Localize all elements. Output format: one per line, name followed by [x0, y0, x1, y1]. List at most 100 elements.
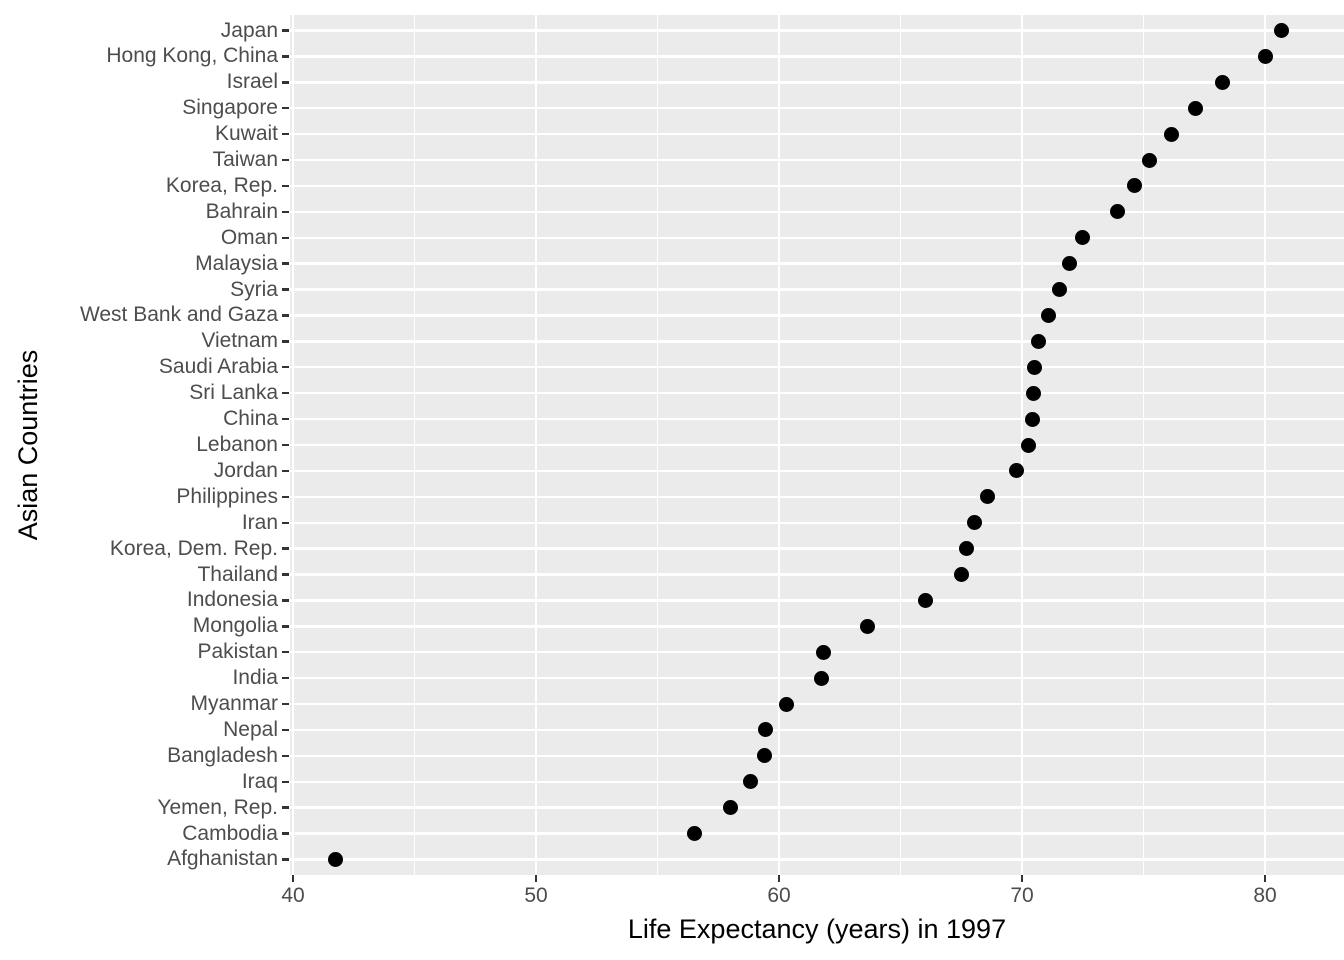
data-point — [1024, 411, 1040, 427]
y-axis-tick — [282, 469, 289, 473]
x-axis-tick — [1263, 875, 1267, 882]
y-axis-label: Bahrain — [205, 199, 278, 223]
y-axis-tick — [282, 340, 289, 343]
y-axis-tick — [282, 651, 289, 654]
gridline-major-horizontal — [290, 158, 1344, 162]
data-point — [979, 489, 995, 505]
gridline-major-horizontal — [290, 521, 1344, 524]
y-axis-tick — [282, 288, 289, 291]
gridline-major-horizontal — [290, 702, 1344, 706]
y-axis-tick — [282, 184, 289, 188]
data-point — [959, 541, 975, 557]
data-point — [918, 592, 934, 608]
y-axis-tick — [282, 81, 289, 84]
y-axis-label: Jordan — [213, 458, 278, 482]
y-axis-label: Singapore — [182, 96, 278, 120]
data-point — [779, 696, 795, 712]
gridline-major-horizontal — [290, 314, 1344, 317]
y-axis-label: Mongolia — [192, 614, 278, 638]
data-point — [1188, 100, 1204, 116]
gridline-major-horizontal — [290, 340, 1344, 343]
gridline-major-horizontal — [290, 754, 1344, 758]
y-axis-label: Iran — [241, 510, 278, 534]
y-axis-label: India — [232, 666, 278, 690]
gridline-major-horizontal — [290, 469, 1344, 473]
y-axis-label: Myanmar — [190, 692, 278, 716]
y-axis-tick — [282, 29, 289, 32]
y-axis-label: Cambodia — [182, 821, 278, 845]
plot-panel — [290, 15, 1344, 875]
data-point — [1164, 126, 1180, 142]
x-axis-tick — [1020, 875, 1024, 882]
gridline-major-horizontal — [290, 366, 1344, 369]
data-point — [859, 618, 875, 634]
data-point — [814, 670, 830, 686]
y-axis-tick — [282, 780, 289, 783]
gridline-major-horizontal — [290, 132, 1344, 136]
y-axis-label: Pakistan — [197, 640, 278, 664]
y-axis-label: Korea, Dem. Rep. — [109, 536, 278, 560]
data-point — [815, 644, 831, 660]
gridline-major-horizontal — [290, 288, 1344, 291]
y-axis-label: Taiwan — [212, 148, 278, 172]
x-axis-tick-label: 50 — [524, 884, 548, 907]
x-axis-tick-label: 80 — [1253, 884, 1277, 907]
y-axis-tick — [282, 547, 289, 550]
x-axis-tick-label: 60 — [767, 884, 791, 907]
y-axis-label: Saudi Arabia — [158, 355, 278, 379]
gridline-major-horizontal — [290, 547, 1344, 550]
y-axis-label: Korea, Rep. — [165, 173, 278, 197]
gridline-major-horizontal — [290, 417, 1344, 421]
gridline-major-horizontal — [290, 728, 1344, 732]
x-axis-tick — [291, 875, 295, 882]
data-point — [1027, 359, 1043, 375]
y-axis-label: Iraq — [241, 769, 278, 793]
x-axis-tick-label: 40 — [281, 884, 305, 907]
gridline-major-horizontal — [290, 858, 1344, 861]
data-point — [1109, 204, 1125, 220]
data-point — [954, 567, 970, 583]
data-point — [1030, 333, 1046, 349]
y-axis-label: Bangladesh — [167, 743, 278, 767]
y-axis-tick — [282, 366, 289, 369]
y-axis-label: Yemen, Rep. — [157, 795, 278, 819]
gridline-major-horizontal — [290, 391, 1344, 395]
x-axis-tick — [534, 875, 538, 882]
gridline-major-horizontal — [290, 210, 1344, 214]
x-axis-tick — [777, 875, 781, 882]
y-axis-tick — [282, 132, 289, 136]
y-axis-label: Lebanon — [196, 433, 278, 456]
data-point — [1041, 307, 1057, 323]
y-axis-tick — [282, 625, 289, 628]
gridline-major-horizontal — [290, 236, 1344, 239]
y-axis-tick — [282, 599, 289, 602]
y-axis-tick — [282, 832, 289, 835]
y-axis-label: China — [223, 407, 278, 431]
gridline-major-horizontal — [290, 55, 1344, 58]
gridline-major-horizontal — [290, 29, 1344, 32]
data-point — [1061, 256, 1077, 272]
data-point — [757, 722, 773, 738]
data-point — [723, 800, 739, 816]
y-axis-label: Nepal — [223, 717, 278, 741]
x-axis-title: Life Expectancy (years) in 1997 — [627, 914, 1007, 944]
data-point — [687, 826, 703, 842]
data-point — [1274, 23, 1290, 39]
y-axis-tick — [282, 314, 289, 317]
data-point — [328, 851, 344, 867]
y-axis-tick — [282, 521, 289, 524]
y-axis-tick — [282, 676, 289, 680]
gridline-major-horizontal — [290, 806, 1344, 809]
y-axis-label: Malaysia — [195, 251, 278, 275]
data-point — [1142, 152, 1158, 168]
y-axis-label: Japan — [220, 18, 278, 42]
data-point — [1025, 385, 1041, 401]
y-axis-label: Afghanistan — [167, 847, 278, 871]
data-point — [1215, 74, 1231, 90]
gridline-major-horizontal — [290, 81, 1344, 84]
data-point — [1075, 230, 1091, 246]
y-axis-tick — [282, 107, 289, 110]
gridline-major-horizontal — [290, 625, 1344, 628]
y-axis-tick — [282, 495, 289, 498]
data-point — [1020, 437, 1036, 453]
